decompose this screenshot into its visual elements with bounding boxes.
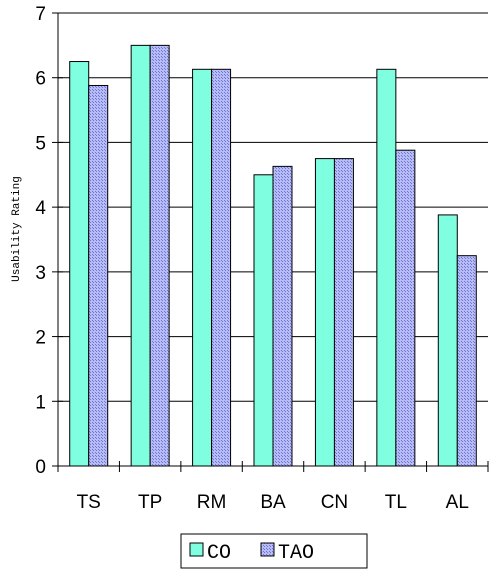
legend-swatch-tao	[260, 542, 275, 557]
y-tick-label-4: 4	[35, 198, 46, 219]
x-tick-label-tl: TL	[385, 492, 407, 513]
x-tick-label-ts: TS	[77, 492, 101, 513]
bar-tao-tp	[149, 44, 170, 467]
axes	[52, 12, 489, 472]
bar-tao-ba	[272, 165, 293, 467]
x-tick-label-cn: CN	[321, 492, 348, 513]
x-tick-labels: TS TP RM BA CN TL AL	[77, 492, 469, 513]
bar-tao-cn	[333, 158, 354, 467]
bar-co-al	[437, 214, 458, 467]
bar-tao-tl	[395, 149, 416, 467]
bar-co-ts	[69, 61, 90, 467]
bar-co-ba	[253, 174, 274, 467]
bar-co-cn	[314, 158, 335, 467]
x-tick-label-ba: BA	[260, 492, 286, 513]
bar-co-tp	[130, 44, 151, 467]
y-tick-label-0: 0	[35, 457, 46, 478]
y-tick-label-2: 2	[35, 328, 46, 349]
x-tick-label-rm: RM	[197, 492, 227, 513]
bar-co-tl	[376, 68, 397, 467]
y-tick-label-7: 7	[35, 4, 46, 25]
x-tick-label-tp: TP	[138, 492, 162, 513]
y-tick-label-1: 1	[35, 392, 46, 413]
bar-tao-ts	[88, 84, 109, 467]
legend-label-tao: TAO	[278, 542, 314, 565]
bar-tao-al	[456, 255, 477, 467]
bar-co-rm	[192, 68, 213, 467]
legend-swatch-co	[189, 542, 204, 557]
bars-group	[69, 44, 477, 467]
y-axis-title: Usability Rating	[11, 176, 23, 282]
y-tick-label-3: 3	[35, 263, 46, 284]
bar-tao-rm	[211, 68, 232, 467]
y-tick-label-6: 6	[35, 69, 46, 90]
y-tick-labels: 0 1 2 3 4 5 6 7	[35, 4, 46, 478]
y-tick-label-5: 5	[35, 133, 46, 154]
legend-label-co: CO	[207, 542, 231, 565]
legend: CO TAO	[180, 533, 368, 569]
x-tick-label-al: AL	[446, 492, 469, 513]
